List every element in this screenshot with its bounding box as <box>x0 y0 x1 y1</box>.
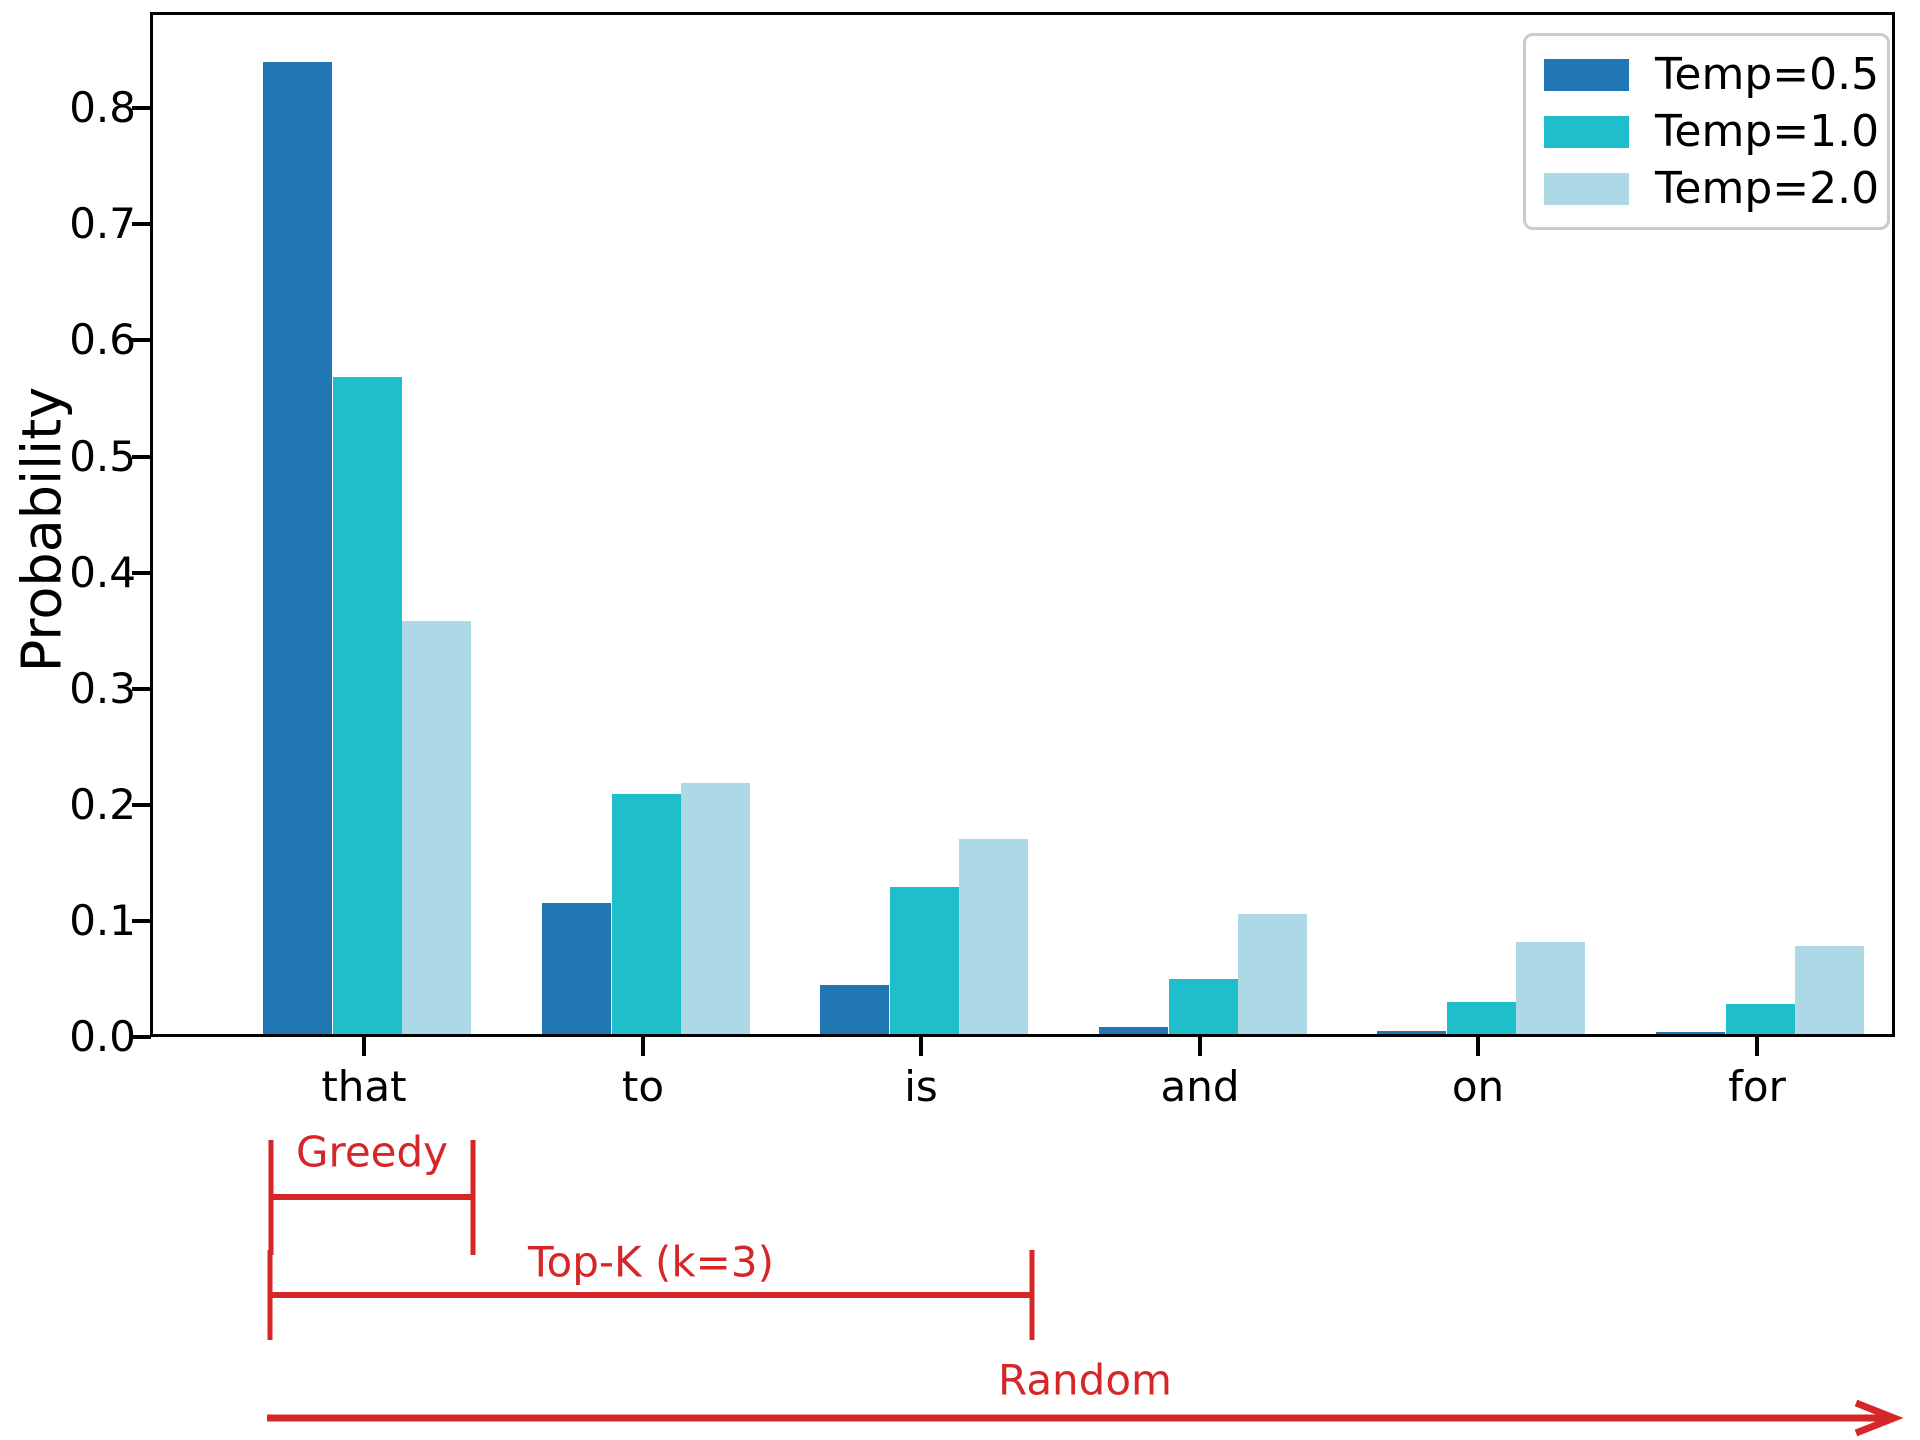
x-tick-label-for: for <box>1728 1062 1786 1111</box>
y-tick-label: 0.0 <box>69 1012 136 1061</box>
legend-swatch-temp-2-0 <box>1544 172 1629 205</box>
y-tick-mark <box>132 918 151 923</box>
legend-item-temp-1-0: Temp=1.0 <box>1544 106 1879 157</box>
top-k-annotation-label: Top-K (k=3) <box>528 1237 774 1287</box>
x-tick-mark <box>1755 1037 1759 1056</box>
bar-for-temp-1-0 <box>1725 1003 1795 1034</box>
x-tick-mark <box>641 1037 645 1056</box>
bar-to-temp-1-0 <box>611 793 681 1034</box>
y-tick-mark <box>132 802 151 807</box>
x-tick-label-on: on <box>1451 1062 1505 1111</box>
bar-is-temp-2-0 <box>959 838 1028 1034</box>
bar-to-temp-0-5 <box>542 902 611 1034</box>
y-tick-label: 0.4 <box>69 547 136 597</box>
bar-and-temp-1-0 <box>1168 979 1238 1034</box>
y-tick-mark <box>132 106 151 111</box>
bar-and-temp-2-0 <box>1238 914 1307 1034</box>
bar-and-temp-0-5 <box>1099 1027 1168 1034</box>
y-tick-mark <box>132 570 151 575</box>
bar-for-temp-2-0 <box>1795 945 1864 1034</box>
y-tick-mark <box>132 1035 151 1039</box>
y-tick-label: 0.3 <box>69 663 136 713</box>
x-tick-label-is: is <box>904 1062 938 1111</box>
bar-that-temp-0-5 <box>263 62 332 1034</box>
legend-label: Temp=2.0 <box>1655 163 1880 214</box>
x-tick-mark <box>362 1037 366 1056</box>
legend-item-temp-2-0: Temp=2.0 <box>1544 163 1879 214</box>
legend-label: Temp=1.0 <box>1655 106 1880 157</box>
legend-swatch-temp-1-0 <box>1544 115 1629 148</box>
y-tick-mark <box>132 454 151 459</box>
bar-that-temp-2-0 <box>402 620 471 1034</box>
x-tick-mark <box>1476 1037 1480 1056</box>
y-tick-label: 0.6 <box>69 315 136 365</box>
y-tick-mark <box>132 686 151 691</box>
legend-label: Temp=0.5 <box>1655 49 1880 100</box>
bar-for-temp-0-5 <box>1656 1031 1725 1034</box>
y-tick-label: 0.5 <box>69 431 136 481</box>
bar-on-temp-0-5 <box>1377 1030 1446 1034</box>
greedy-annotation-label: Greedy <box>295 1127 449 1177</box>
x-tick-label-and: and <box>1160 1062 1240 1111</box>
bar-that-temp-1-0 <box>332 376 402 1034</box>
bar-is-temp-1-0 <box>889 886 959 1034</box>
bar-is-temp-0-5 <box>820 985 889 1034</box>
y-tick-mark <box>132 222 151 227</box>
x-tick-label-to: to <box>621 1062 665 1111</box>
x-tick-mark <box>1198 1037 1202 1056</box>
legend: Temp=0.5 Temp=1.0 Temp=2.0 <box>1523 33 1890 230</box>
bar-to-temp-2-0 <box>681 783 750 1034</box>
bar-on-temp-1-0 <box>1446 1001 1516 1034</box>
x-tick-mark <box>919 1037 923 1056</box>
x-tick-label-that: that <box>321 1062 407 1111</box>
bar-on-temp-2-0 <box>1516 942 1585 1034</box>
random-annotation-label: Random <box>998 1355 1172 1405</box>
legend-item-temp-0-5: Temp=0.5 <box>1544 49 1879 100</box>
legend-swatch-temp-0-5 <box>1544 58 1629 91</box>
y-tick-label: 0.2 <box>69 779 136 829</box>
y-tick-label: 0.7 <box>69 199 136 249</box>
y-tick-label: 0.1 <box>69 895 136 945</box>
y-tick-label: 0.8 <box>69 83 136 133</box>
y-tick-mark <box>132 338 151 343</box>
random-arrowhead-icon <box>1854 1399 1904 1437</box>
